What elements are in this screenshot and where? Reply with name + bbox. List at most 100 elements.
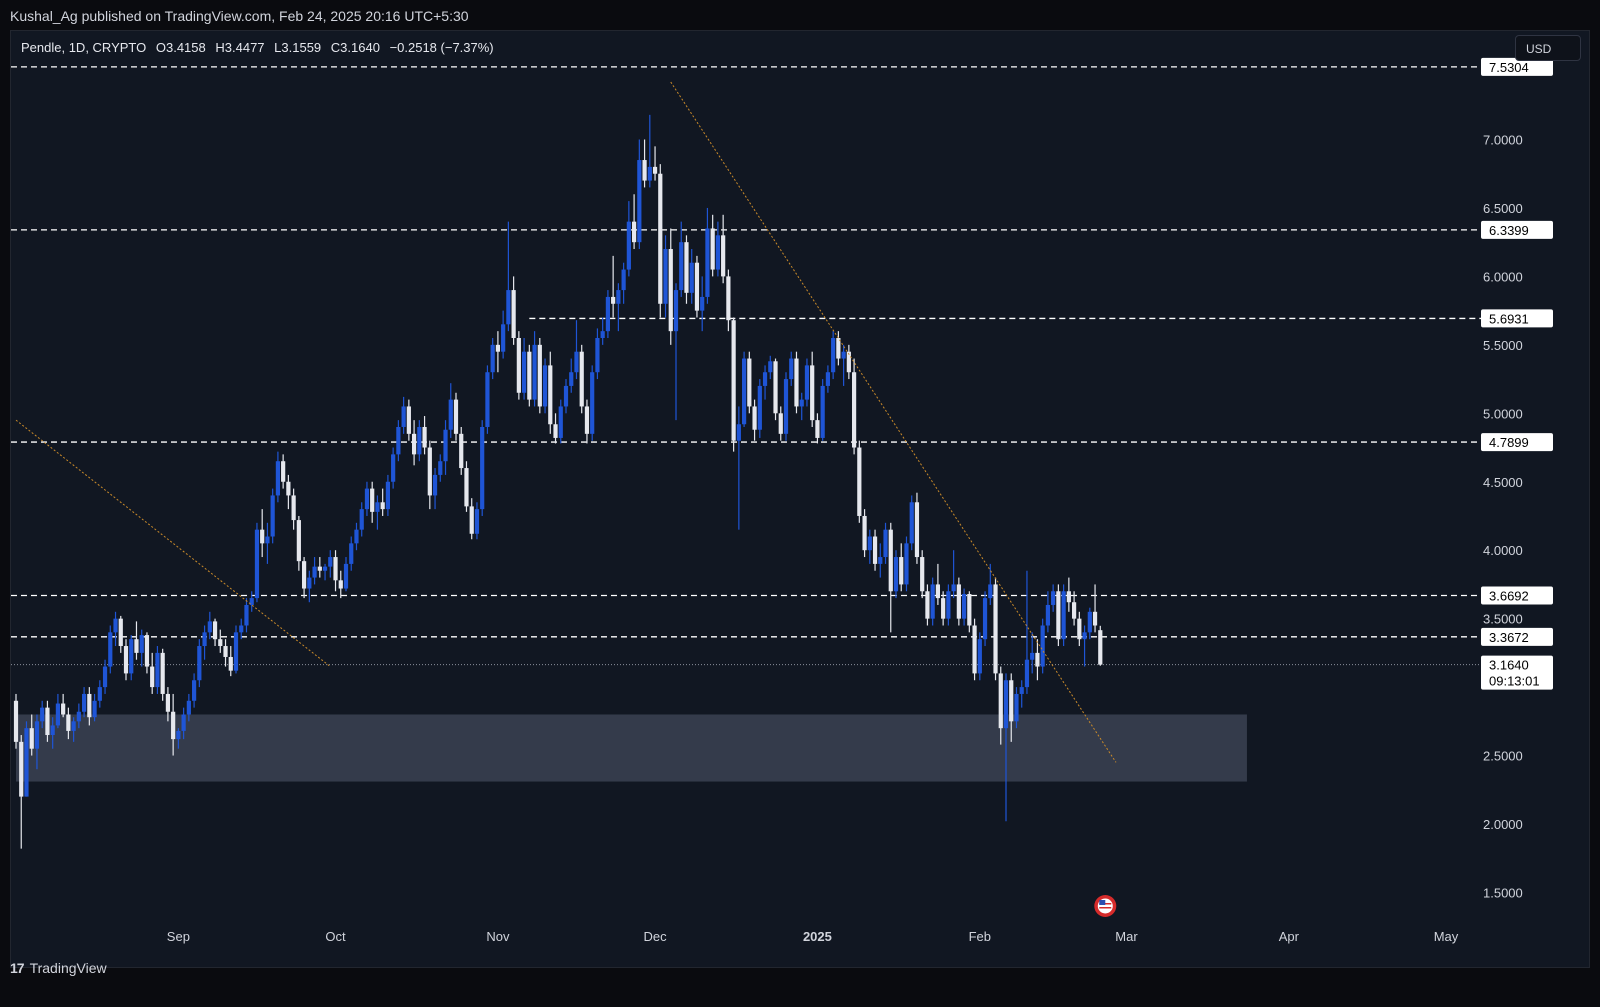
level-label: 4.7899 — [1489, 435, 1529, 450]
candle — [160, 652, 165, 694]
candle — [55, 703, 61, 726]
candle — [1077, 618, 1082, 640]
candle — [19, 741, 24, 797]
candle — [831, 338, 836, 373]
candle — [254, 529, 260, 599]
candle — [165, 693, 171, 712]
candle — [700, 296, 705, 311]
candle — [307, 577, 312, 589]
x-tick-label: Sep — [167, 929, 190, 944]
y-tick-label: 5.5000 — [1483, 338, 1523, 353]
x-tick-label: May — [1434, 929, 1459, 944]
x-tick-label: Apr — [1279, 929, 1300, 944]
support-zone — [16, 714, 1247, 782]
candlestick-chart[interactable]: 7.0000 6.5000 6.0000 5.5000 5.0000 4.5000 4.00… — [11, 31, 1589, 967]
candle — [490, 344, 495, 373]
candle — [480, 426, 485, 510]
candle — [684, 242, 689, 293]
candle — [658, 173, 663, 304]
candle — [584, 406, 590, 434]
candle — [144, 635, 150, 667]
candle — [820, 385, 825, 438]
candle — [836, 338, 841, 359]
candle — [396, 426, 401, 455]
candle — [689, 262, 694, 293]
candle — [29, 728, 34, 749]
candle — [118, 618, 123, 647]
candle — [726, 276, 731, 321]
candle — [469, 506, 474, 534]
footer-brand[interactable]: TradingView — [29, 960, 107, 976]
publish-info: Kushal_Ag published on TradingView.com, … — [10, 8, 469, 24]
candle — [710, 228, 715, 270]
candle — [66, 714, 71, 731]
candle — [841, 351, 846, 359]
candle — [941, 598, 946, 619]
candle — [40, 707, 45, 722]
candle — [34, 721, 40, 749]
candle — [239, 625, 244, 633]
high-value: H3.4477 — [215, 40, 265, 55]
candle — [45, 707, 50, 736]
candle — [810, 365, 815, 421]
trendline — [15, 419, 331, 667]
candle — [982, 598, 988, 640]
candle — [736, 424, 741, 441]
candle — [605, 296, 611, 332]
candle — [108, 632, 113, 667]
candle — [134, 639, 139, 653]
candle — [380, 502, 385, 510]
candle — [155, 652, 160, 688]
candle — [501, 324, 506, 352]
candle — [317, 566, 322, 571]
candle — [249, 598, 254, 605]
candle — [532, 344, 537, 400]
candle — [1024, 659, 1030, 688]
candle — [846, 351, 851, 373]
x-tick-label: Mar — [1115, 929, 1138, 944]
candle — [343, 563, 349, 589]
candle — [233, 632, 239, 671]
candle — [1071, 602, 1077, 619]
footer: 17 TradingView — [10, 960, 107, 976]
y-tick-label: 4.5000 — [1483, 475, 1523, 490]
candle — [783, 379, 789, 434]
candle — [81, 693, 87, 712]
candle — [448, 399, 453, 430]
candle — [150, 666, 155, 688]
last-price-label: 3.1640 — [1489, 658, 1529, 673]
candle — [265, 536, 270, 544]
chart-panel[interactable]: 7.0000 6.5000 6.0000 5.5000 5.0000 4.5000 4.00… — [10, 30, 1590, 968]
candle — [401, 406, 406, 427]
candle — [1019, 687, 1024, 694]
candle — [443, 429, 448, 462]
trendline — [670, 81, 1117, 763]
y-tick-label: 5.0000 — [1483, 406, 1523, 421]
candle — [647, 166, 652, 181]
candle — [867, 536, 872, 551]
candle — [207, 621, 212, 633]
candle — [61, 703, 66, 715]
candle — [642, 160, 647, 181]
level-label-box — [1481, 57, 1553, 76]
candle — [789, 358, 794, 380]
candle — [1009, 680, 1014, 722]
candle — [1045, 604, 1051, 626]
candle — [375, 502, 380, 512]
candle — [296, 520, 301, 562]
symbol-label[interactable]: Pendle, 1D, CRYPTO — [21, 40, 147, 55]
candle — [464, 468, 469, 507]
candle — [511, 290, 516, 339]
candle — [762, 372, 768, 386]
candle — [537, 344, 542, 407]
candle — [87, 693, 92, 718]
candle — [1098, 630, 1103, 665]
change-value: −0.2518 (−7.37%) — [389, 40, 494, 55]
candle — [778, 413, 783, 434]
candle — [139, 635, 144, 653]
candle — [951, 584, 956, 592]
candle — [553, 424, 558, 438]
currency-selector[interactable]: USD — [1515, 35, 1581, 61]
candle — [218, 639, 223, 647]
candle — [757, 385, 762, 430]
